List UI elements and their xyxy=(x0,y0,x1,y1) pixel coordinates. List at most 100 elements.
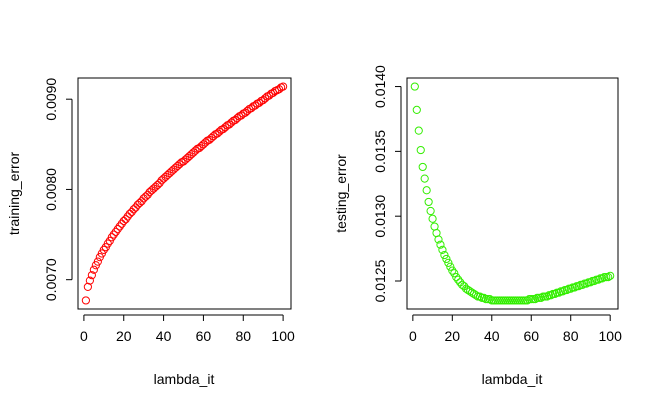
data-point xyxy=(489,296,498,305)
data-point xyxy=(491,296,500,305)
data-point xyxy=(424,197,433,207)
data-point xyxy=(414,126,423,135)
data-point xyxy=(519,296,528,305)
data-point xyxy=(446,262,455,271)
data-point xyxy=(580,279,589,288)
data-point xyxy=(499,296,508,305)
data-point xyxy=(81,296,90,305)
data-point xyxy=(121,215,130,224)
x-tick-label: 60 xyxy=(196,328,212,344)
data-point xyxy=(487,296,496,305)
data-point xyxy=(444,258,453,267)
data-point xyxy=(89,265,98,274)
data-point xyxy=(454,275,463,284)
data-point xyxy=(544,291,554,300)
data-point xyxy=(438,245,447,254)
data-point xyxy=(604,273,613,282)
data-point xyxy=(513,296,522,305)
data-point xyxy=(450,269,459,278)
data-point xyxy=(584,278,593,287)
data-point xyxy=(556,287,565,296)
data-point xyxy=(560,285,569,295)
data-point xyxy=(531,295,540,304)
data-point xyxy=(501,296,510,305)
data-points xyxy=(81,82,288,305)
data-point xyxy=(473,292,483,301)
data-point xyxy=(111,227,120,236)
y-axis-label: testing_error xyxy=(333,154,349,233)
x-tick-label: 20 xyxy=(445,328,461,344)
data-point xyxy=(592,275,601,284)
data-point xyxy=(422,186,431,195)
data-point xyxy=(93,257,102,266)
x-tick-label: 100 xyxy=(271,328,295,344)
data-point xyxy=(568,283,577,292)
data-point xyxy=(115,222,124,231)
data-point xyxy=(602,273,611,282)
data-point xyxy=(511,296,520,305)
data-point xyxy=(606,271,615,280)
x-axis: 0 20 40 60 80 100 xyxy=(409,314,622,344)
x-axis-label: lambda_it xyxy=(482,371,543,387)
data-point xyxy=(279,82,288,91)
data-point xyxy=(99,245,108,255)
data-point xyxy=(523,296,532,305)
data-point xyxy=(448,266,457,275)
data-point xyxy=(481,295,490,304)
y-tick-label: 0.0070 xyxy=(43,258,59,301)
plot-frame xyxy=(77,77,292,310)
data-point xyxy=(548,289,558,299)
y-axis: 0.0125 0.0130 0.0135 0.0140 xyxy=(372,65,402,302)
data-point xyxy=(600,273,609,282)
data-point xyxy=(564,284,573,293)
x-tick-label: 80 xyxy=(235,328,251,344)
data-point xyxy=(113,225,122,234)
data-point xyxy=(479,293,488,302)
data-point xyxy=(426,206,435,216)
testing-error-panel: 0 20 40 60 80 100 0.0125 0.0130 0.0135 0.0140 la… xyxy=(333,65,622,387)
data-point xyxy=(529,295,538,304)
data-point xyxy=(521,296,530,305)
data-point xyxy=(418,162,427,172)
data-point xyxy=(538,292,548,301)
data-point xyxy=(497,296,506,305)
x-tick-label: 20 xyxy=(116,328,132,344)
data-point xyxy=(436,240,445,249)
data-point xyxy=(87,271,96,280)
data-point xyxy=(428,214,437,223)
data-point xyxy=(598,274,607,283)
data-point xyxy=(442,254,451,264)
data-point xyxy=(525,295,534,304)
x-tick-label: 40 xyxy=(484,328,500,344)
data-point xyxy=(596,274,605,283)
data-point xyxy=(540,292,550,301)
training-error-panel: 0 20 40 60 80 100 0.0070 0.0080 0.0090 lambda_i… xyxy=(6,77,295,387)
x-axis-label: lambda_it xyxy=(154,371,215,387)
data-point xyxy=(135,198,144,208)
data-point xyxy=(452,273,461,282)
data-point xyxy=(412,105,421,114)
data-point xyxy=(517,296,526,305)
x-axis: 0 20 40 60 80 100 xyxy=(80,314,295,344)
x-tick-label: 40 xyxy=(156,328,172,344)
data-point xyxy=(515,296,524,305)
y-axis-label: training_error xyxy=(6,152,22,236)
data-point xyxy=(505,296,514,305)
data-point xyxy=(420,174,429,183)
data-point xyxy=(477,293,487,302)
data-points xyxy=(410,82,615,305)
y-tick-label: 0.0140 xyxy=(372,65,388,108)
data-point xyxy=(485,295,494,304)
y-tick-label: 0.0125 xyxy=(372,259,388,302)
data-point xyxy=(552,288,562,297)
data-point xyxy=(495,296,504,305)
x-tick-label: 0 xyxy=(409,328,417,344)
data-point xyxy=(85,276,94,285)
plot-frame xyxy=(406,77,619,310)
data-point xyxy=(503,296,512,305)
data-point xyxy=(533,293,542,302)
data-point xyxy=(107,233,116,242)
data-point xyxy=(434,235,443,244)
data-point xyxy=(537,293,546,302)
